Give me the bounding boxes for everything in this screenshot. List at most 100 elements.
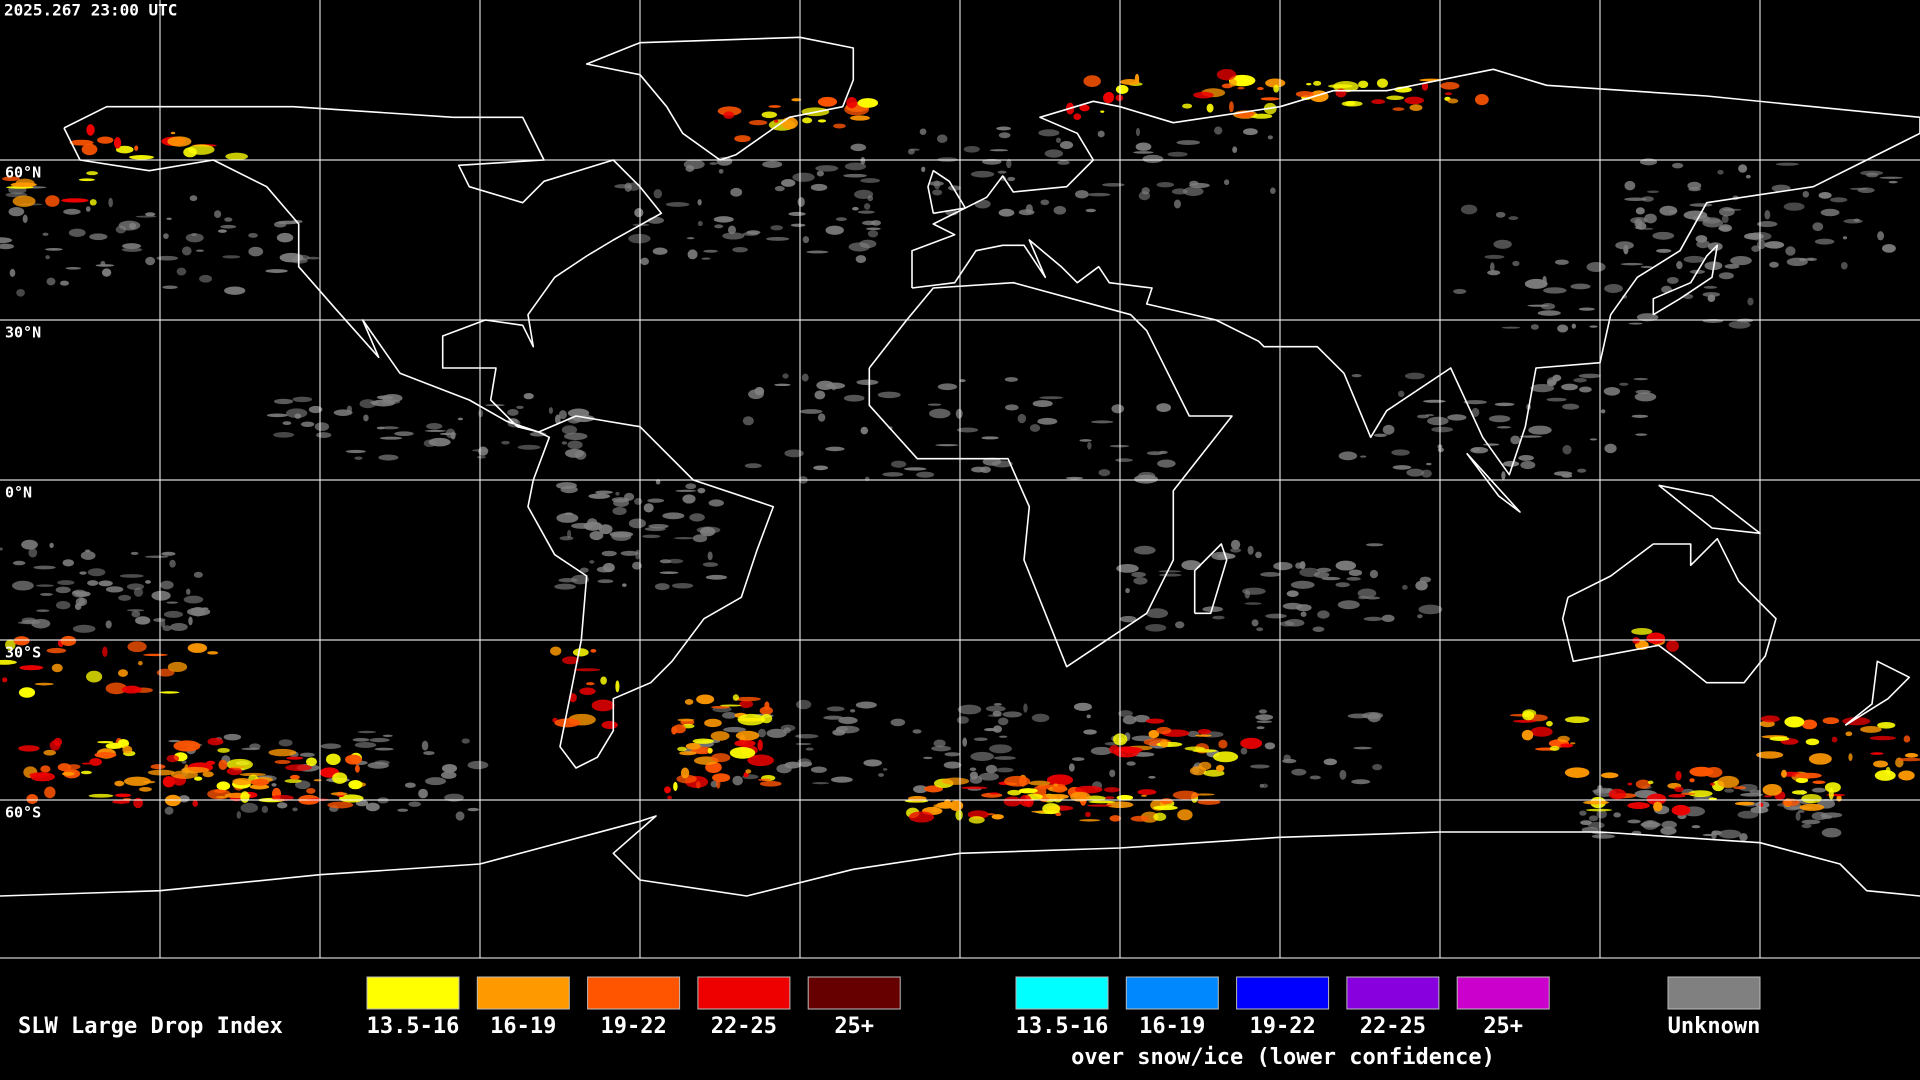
- legend-label: Unknown: [1668, 1014, 1761, 1039]
- unknown-cloud: [248, 232, 258, 238]
- unknown-cloud: [826, 706, 845, 712]
- drop-index-cloud: [1631, 627, 1653, 635]
- unknown-cloud: [1668, 210, 1677, 213]
- drop-index-cloud: [2, 176, 20, 182]
- drop-index-cloud: [147, 769, 175, 776]
- unknown-cloud: [904, 467, 927, 471]
- drop-index-cloud: [961, 786, 988, 790]
- drop-index-cloud: [150, 764, 166, 770]
- drop-index-cloud: [1182, 103, 1193, 109]
- unknown-cloud: [1256, 627, 1264, 632]
- unknown-cloud: [1636, 313, 1659, 322]
- drop-index-cloud: [134, 145, 139, 151]
- unknown-cloud: [1588, 815, 1599, 822]
- unknown-cloud: [1240, 747, 1248, 755]
- unknown-cloud: [307, 256, 320, 260]
- unknown-cloud: [0, 243, 14, 250]
- unknown-cloud: [1316, 567, 1332, 573]
- unknown-cloud: [1087, 441, 1092, 450]
- drop-index-cloud: [156, 668, 175, 677]
- unknown-cloud: [467, 760, 489, 770]
- unknown-cloud: [1347, 713, 1370, 719]
- unknown-cloud: [955, 408, 963, 419]
- unknown-cloud: [1232, 146, 1238, 154]
- drop-index-cloud: [1812, 780, 1826, 785]
- unknown-cloud: [1097, 130, 1105, 138]
- unknown-cloud: [997, 717, 1009, 726]
- unknown-cloud: [998, 735, 1008, 738]
- unknown-cloud: [697, 220, 703, 227]
- unknown-cloud: [702, 562, 719, 567]
- drop-index-cloud: [615, 680, 620, 693]
- unknown-cloud: [1157, 459, 1176, 468]
- unknown-cloud: [1579, 810, 1587, 816]
- drop-index-cloud: [1646, 632, 1666, 644]
- unknown-cloud: [1821, 827, 1842, 838]
- unknown-cloud: [42, 232, 49, 236]
- drop-index-cloud: [1198, 761, 1212, 771]
- unknown-cloud: [1552, 374, 1562, 382]
- unknown-cloud: [62, 559, 74, 567]
- unknown-cloud: [108, 197, 113, 208]
- drop-index-cloud: [1256, 87, 1264, 91]
- unknown-cloud: [1073, 702, 1092, 712]
- unknown-cloud: [126, 609, 145, 612]
- drop-index-cloud: [1085, 811, 1091, 817]
- drop-index-cloud: [1831, 736, 1838, 743]
- unknown-cloud: [956, 716, 969, 724]
- drop-index-cloud: [143, 653, 168, 657]
- unknown-cloud: [612, 506, 627, 516]
- unknown-cloud: [193, 571, 203, 578]
- unknown-cloud: [1579, 386, 1592, 393]
- unknown-cloud: [1756, 239, 1766, 250]
- drop-index-cloud: [846, 97, 858, 109]
- unknown-cloud: [665, 202, 690, 207]
- drop-index-cloud: [1137, 789, 1157, 796]
- drop-index-cloud: [207, 737, 224, 746]
- unknown-cloud: [1718, 226, 1730, 231]
- unknown-cloud: [501, 440, 510, 445]
- drop-index-cloud: [908, 811, 935, 823]
- unknown-cloud: [852, 206, 859, 211]
- drop-index-cloud: [768, 105, 781, 108]
- drop-index-cloud: [1760, 715, 1780, 723]
- unknown-cloud: [835, 725, 860, 734]
- unknown-cloud: [919, 128, 927, 136]
- unknown-cloud: [1631, 414, 1649, 418]
- unknown-cloud: [1842, 236, 1848, 240]
- drop-index-cloud: [162, 776, 175, 788]
- unknown-cloud: [1122, 715, 1137, 725]
- drop-index-cloud: [1104, 91, 1115, 102]
- unknown-cloud: [1600, 409, 1606, 414]
- drop-index-cloud: [1053, 783, 1059, 787]
- drop-index-cloud: [1392, 107, 1405, 111]
- unknown-cloud: [692, 534, 708, 543]
- unknown-cloud: [978, 772, 999, 781]
- drop-index-cloud: [757, 778, 771, 782]
- unknown-cloud: [1676, 261, 1683, 270]
- drop-index-cloud: [679, 751, 697, 756]
- legend-swatch: [1346, 976, 1440, 1010]
- unknown-cloud: [236, 811, 242, 819]
- drop-index-cloud: [1689, 766, 1714, 777]
- unknown-cloud: [121, 247, 143, 252]
- drop-index-cloud: [1795, 772, 1822, 779]
- unknown-cloud: [119, 574, 144, 578]
- unknown-cloud: [709, 162, 718, 165]
- unknown-cloud: [957, 704, 982, 715]
- unknown-cloud: [1604, 443, 1617, 454]
- drop-index-cloud: [89, 758, 102, 766]
- unknown-cloud: [766, 728, 787, 738]
- unknown-cloud: [652, 247, 668, 255]
- unknown-cloud: [314, 422, 330, 432]
- unknown-cloud: [1756, 221, 1778, 228]
- drop-index-cloud: [1192, 749, 1217, 753]
- unknown-cloud: [222, 255, 241, 259]
- unknown-cloud: [992, 710, 1002, 717]
- drop-index-cloud: [849, 115, 870, 121]
- unknown-cloud: [273, 398, 294, 405]
- unknown-cloud: [933, 180, 941, 190]
- drop-index-cloud: [1440, 81, 1460, 90]
- drop-index-cloud: [1046, 793, 1069, 800]
- unknown-cloud: [1722, 208, 1735, 212]
